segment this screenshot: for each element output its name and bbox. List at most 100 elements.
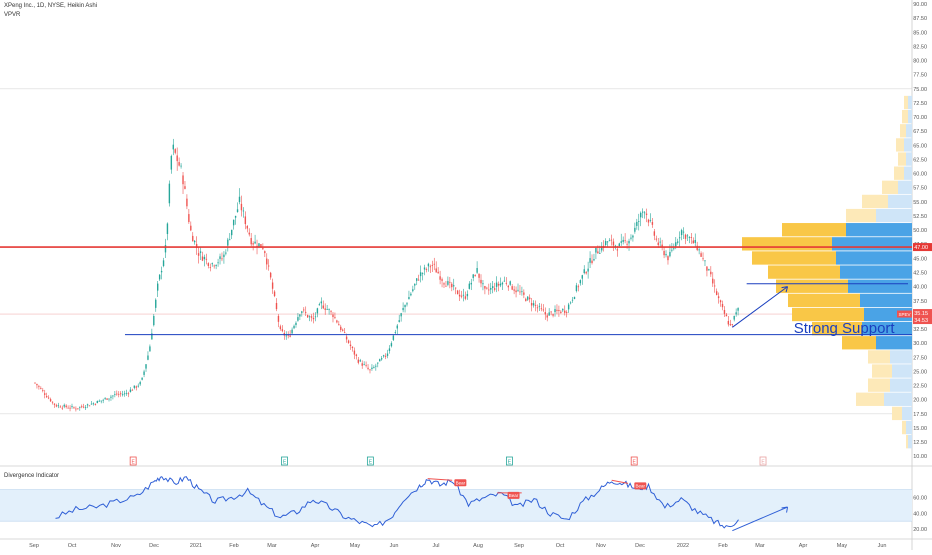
price-tick-label: 57.50 bbox=[913, 186, 927, 192]
candle-body bbox=[671, 249, 673, 251]
candle-body bbox=[429, 266, 432, 268]
candle-body bbox=[320, 301, 322, 304]
candle-body bbox=[219, 256, 221, 259]
candle-body bbox=[449, 281, 451, 283]
volume-profile-bar-up bbox=[868, 378, 890, 392]
candle-body bbox=[636, 221, 638, 226]
candle-body bbox=[67, 407, 69, 409]
candle-body bbox=[223, 254, 225, 258]
candle-body bbox=[678, 237, 681, 239]
candle-body bbox=[227, 239, 229, 246]
candle-body bbox=[546, 315, 548, 318]
volume-profile-bar-up bbox=[752, 251, 836, 265]
candle-body bbox=[324, 308, 326, 310]
candle-body bbox=[330, 311, 332, 313]
candle-body bbox=[166, 223, 169, 235]
candle-body bbox=[94, 404, 97, 405]
candle-body bbox=[338, 324, 340, 326]
candle-body bbox=[564, 310, 566, 313]
time-tick-label: Apr bbox=[311, 543, 320, 549]
candle-body bbox=[735, 312, 737, 315]
volume-profile-bar-down bbox=[846, 223, 912, 237]
candle-body bbox=[661, 244, 663, 247]
volume-profile-bar-down bbox=[892, 364, 912, 378]
candle-body bbox=[491, 286, 494, 288]
price-tick-label: 80.00 bbox=[913, 59, 927, 65]
candle-body bbox=[84, 407, 87, 409]
price-tick-label: 37.50 bbox=[913, 299, 927, 305]
candle-body bbox=[528, 297, 531, 300]
bear-badge bbox=[507, 491, 520, 499]
price-tick-label: 17.50 bbox=[913, 412, 927, 418]
candle-body bbox=[404, 305, 406, 308]
candle-body bbox=[135, 386, 137, 388]
candle-body bbox=[137, 385, 139, 387]
candle-body bbox=[390, 343, 393, 347]
bear-badge-label: Bear bbox=[509, 493, 519, 498]
candle-body bbox=[373, 367, 375, 368]
candle-body bbox=[571, 299, 574, 301]
indicator-label: VPVR bbox=[4, 12, 21, 18]
candle-body bbox=[692, 240, 694, 244]
candle-body bbox=[719, 300, 722, 303]
candle-body bbox=[717, 296, 720, 299]
candle-body bbox=[410, 293, 412, 296]
candle-body bbox=[287, 334, 289, 336]
candle-body bbox=[704, 260, 706, 262]
candle-body bbox=[464, 296, 467, 299]
candle-body bbox=[252, 243, 254, 245]
volume-profile-bar-down bbox=[906, 124, 912, 138]
candle-body bbox=[334, 316, 336, 318]
price-tag-label: 34.53 bbox=[914, 318, 928, 324]
candle-body bbox=[38, 386, 40, 387]
candle-body bbox=[240, 203, 243, 211]
candle-body bbox=[266, 258, 268, 265]
candle-body bbox=[725, 314, 728, 317]
price-tag bbox=[913, 243, 932, 252]
candle-body bbox=[86, 404, 89, 406]
candle-body bbox=[595, 247, 597, 253]
volume-profile-bar-up bbox=[868, 350, 890, 364]
time-tick-label: May bbox=[837, 543, 848, 549]
candle-body bbox=[151, 333, 153, 340]
earnings-marker-label: E bbox=[508, 460, 512, 466]
volume-profile-bar-up bbox=[902, 109, 908, 124]
candle-body bbox=[264, 251, 266, 254]
price-tick-label: 90.00 bbox=[913, 2, 927, 8]
candle-body bbox=[398, 320, 400, 322]
candle-body bbox=[221, 258, 223, 260]
candle-body bbox=[507, 285, 509, 288]
candle-body bbox=[733, 315, 735, 320]
candle-body bbox=[155, 299, 157, 308]
candle-body bbox=[628, 240, 630, 244]
candle-body bbox=[503, 280, 506, 282]
candle-body bbox=[271, 282, 274, 289]
candle-body bbox=[139, 382, 141, 385]
candle-body bbox=[157, 283, 159, 291]
candle-body bbox=[125, 392, 128, 394]
candle-body bbox=[515, 290, 517, 293]
candle-body bbox=[231, 229, 233, 236]
candle-body bbox=[289, 335, 291, 337]
candle-body bbox=[641, 211, 644, 213]
price-tick-label: 72.50 bbox=[913, 101, 927, 107]
volume-profile-bar-up bbox=[894, 166, 904, 180]
volume-profile-bar-down bbox=[840, 265, 912, 279]
candle-body bbox=[297, 317, 299, 321]
candle-body bbox=[279, 326, 282, 330]
candle-body bbox=[706, 266, 708, 271]
candle-body bbox=[215, 265, 217, 267]
candle-body bbox=[328, 309, 330, 310]
candle-body bbox=[589, 258, 591, 263]
candle-body bbox=[380, 358, 383, 360]
candle-body bbox=[556, 309, 558, 311]
candle-body bbox=[684, 234, 687, 239]
candle-body bbox=[616, 249, 619, 251]
candle-body bbox=[532, 303, 535, 306]
time-tick-label: Sep bbox=[514, 543, 524, 549]
price-tick-label: 75.00 bbox=[913, 87, 927, 93]
candle-body bbox=[349, 344, 352, 347]
candle-body bbox=[123, 393, 126, 395]
candle-body bbox=[379, 359, 381, 362]
